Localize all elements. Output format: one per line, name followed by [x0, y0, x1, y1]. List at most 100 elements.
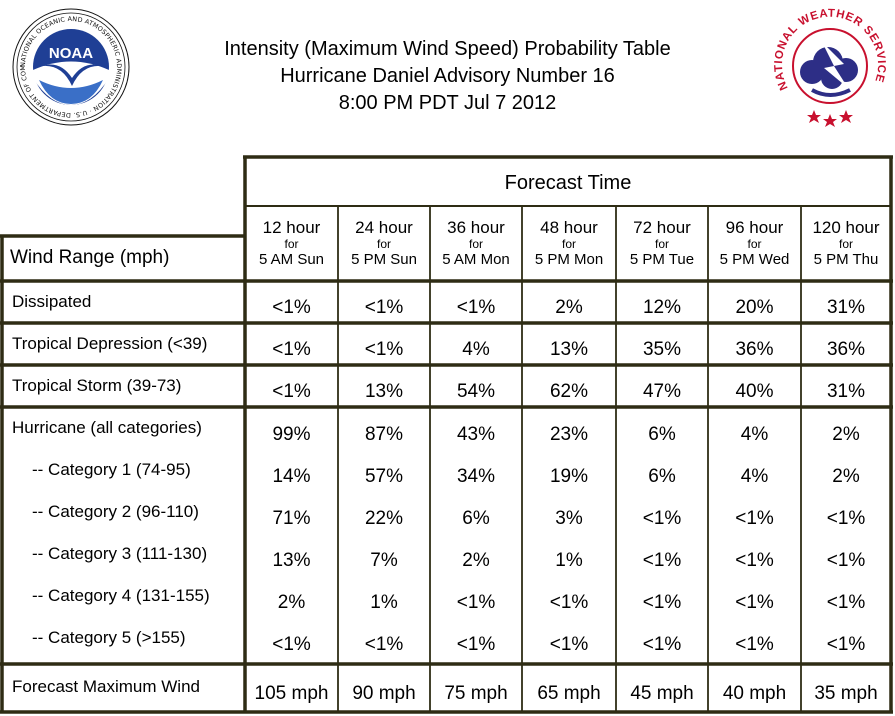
nws-logo: NATIONAL WEATHER SERVICE [773, 8, 886, 127]
column-header: 120 hour for 5 PM Thu [801, 219, 891, 269]
table-cell: <1% [826, 634, 866, 655]
table-cell: 90 mph [352, 683, 416, 704]
table-cell: <1% [735, 550, 774, 571]
table-cell: 20% [735, 297, 774, 318]
table-cell: 12% [642, 297, 682, 318]
column-when: 5 PM Thu [813, 251, 879, 268]
table-cell: <1% [456, 634, 496, 655]
table-cell: 22% [364, 508, 404, 529]
row-label: Forecast Maximum Wind [12, 677, 200, 696]
row-label: Dissipated [12, 292, 92, 311]
table-cell: 54% [456, 381, 496, 402]
title-line-1: Intensity (Maximum Wind Speed) Probabili… [224, 38, 671, 60]
table-cell: 35 mph [814, 683, 878, 704]
column-header: 72 hour for 5 PM Tue [616, 219, 708, 269]
table-cell: <1% [364, 297, 404, 318]
table-cell: <1% [735, 592, 774, 613]
table-cell: 35% [642, 339, 682, 360]
table-cell: 43% [456, 424, 496, 445]
column-hour: 24 hour [355, 218, 413, 237]
table-cell: 75 mph [444, 683, 508, 704]
column-when: 5 PM Mon [534, 251, 604, 268]
forecast-time-header: Forecast Time [504, 172, 632, 194]
column-hour: 72 hour [633, 218, 691, 237]
column-for: for [468, 237, 483, 251]
column-hour: 36 hour [447, 218, 505, 237]
table-cell: <1% [364, 339, 404, 360]
table-cell: 23% [549, 424, 589, 445]
row-label: -- Category 1 (74-95) [32, 460, 191, 479]
table-cell: 6% [648, 424, 676, 445]
column-header: 96 hour for 5 PM Wed [708, 219, 801, 269]
table-cell: 65 mph [537, 683, 601, 704]
table-cell: 2% [555, 297, 583, 318]
table-cell: 19% [549, 466, 589, 487]
table-cell: <1% [272, 339, 311, 360]
column-for: for [654, 237, 669, 251]
table-cell: 105 mph [254, 683, 329, 704]
table-cell: <1% [272, 634, 311, 655]
page-title: Intensity (Maximum Wind Speed) Probabili… [140, 36, 755, 117]
column-for: for [376, 237, 391, 251]
table-cell: 2% [832, 466, 860, 487]
table-cell: <1% [549, 634, 589, 655]
table-cell: 36% [735, 339, 774, 360]
table-cell: 31% [826, 381, 866, 402]
table-cell: <1% [642, 550, 682, 571]
row-label: -- Category 5 (>155) [32, 628, 186, 647]
column-hour: 96 hour [725, 218, 784, 237]
column-for: for [747, 237, 762, 251]
column-when: 5 AM Sun [258, 251, 325, 268]
table-cell: 57% [364, 466, 404, 487]
table-cell: 1% [370, 592, 398, 613]
table-cell: 99% [272, 424, 311, 445]
table-cell: <1% [549, 592, 589, 613]
table-cell: 6% [648, 466, 676, 487]
table-cell: 62% [549, 381, 589, 402]
table-cell: <1% [826, 592, 866, 613]
column-header: 24 hour for 5 PM Sun [338, 219, 430, 269]
table-cell: 45 mph [630, 683, 694, 704]
column-when: 5 PM Tue [629, 251, 695, 268]
table-cell: 4% [740, 466, 769, 487]
wind-range-header: Wind Range (mph) [10, 247, 170, 268]
row-label: Tropical Storm (39-73) [12, 376, 182, 395]
table-cell: <1% [642, 592, 682, 613]
title-line-3: 8:00 PM PDT Jul 7 2012 [338, 92, 557, 114]
table-cell: 2% [462, 550, 490, 571]
table-cell: 71% [272, 508, 311, 529]
table-cell: 2% [277, 592, 306, 613]
row-label: -- Category 2 (96-110) [32, 502, 199, 521]
table-cell: 47% [642, 381, 682, 402]
table-cell: 13% [364, 381, 404, 402]
column-hour: 12 hour [262, 218, 321, 237]
table-cell: 31% [826, 297, 866, 318]
column-for: for [838, 237, 853, 251]
table-cell: <1% [826, 550, 866, 571]
title-line-2: Hurricane Daniel Advisory Number 16 [280, 65, 615, 87]
table-cell: 40% [735, 381, 774, 402]
column-header: 48 hour for 5 PM Mon [522, 219, 616, 269]
column-hour: 120 hour [812, 218, 880, 237]
table-cell: 40 mph [722, 683, 787, 704]
column-header: 36 hour for 5 AM Mon [430, 219, 522, 269]
table-cell: <1% [272, 381, 311, 402]
table-cell: 1% [555, 550, 583, 571]
table-cell: <1% [272, 297, 311, 318]
table-cell: 34% [456, 466, 496, 487]
table-cell: <1% [735, 508, 774, 529]
table-cell: 4% [740, 424, 769, 445]
noaa-logo: NATIONAL OCEANIC AND ATMOSPHERIC ADMINIS… [12, 8, 130, 126]
table-cell: <1% [456, 592, 496, 613]
column-for: for [561, 237, 576, 251]
column-when: 5 PM Wed [719, 251, 790, 268]
noaa-logo-text: NOAA [49, 45, 93, 62]
table-cell: <1% [642, 634, 682, 655]
table-cell: <1% [456, 297, 496, 318]
table-cell: 13% [272, 550, 311, 571]
table-cell: 87% [364, 424, 404, 445]
table-cell: 7% [370, 550, 398, 571]
column-hour: 48 hour [540, 218, 598, 237]
table-cell: <1% [826, 508, 866, 529]
